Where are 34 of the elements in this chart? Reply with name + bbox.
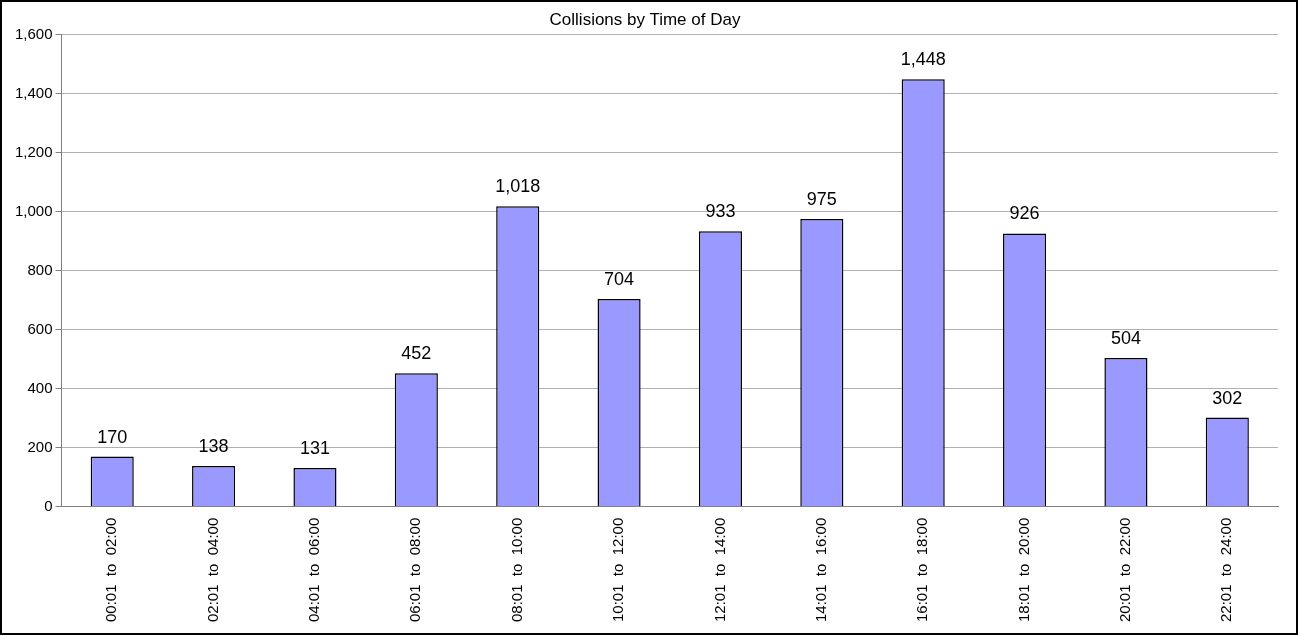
x-tick-label: 00:01 to 02:00 bbox=[102, 517, 120, 623]
y-tick-label: 1,600 bbox=[14, 24, 53, 42]
x-tick-label: 08:01 to 10:00 bbox=[507, 517, 525, 623]
y-tick-label: 0 bbox=[44, 496, 53, 514]
data-label: 1,448 bbox=[900, 49, 946, 70]
data-label: 704 bbox=[604, 268, 635, 289]
data-label: 926 bbox=[1009, 203, 1040, 224]
x-tick-label: 18:01 to 20:00 bbox=[1014, 517, 1032, 623]
x-tick-label: 02:01 to 04:00 bbox=[203, 517, 221, 623]
x-tick-label: 06:01 to 08:00 bbox=[406, 517, 424, 623]
x-tick-label: 14:01 to 16:00 bbox=[811, 517, 829, 623]
data-label: 302 bbox=[1212, 387, 1243, 408]
y-tick-label: 400 bbox=[27, 378, 53, 396]
data-label: 975 bbox=[806, 188, 837, 209]
x-tick-label: 22:01 to 24:00 bbox=[1217, 517, 1235, 623]
data-label: 138 bbox=[198, 435, 229, 456]
data-label: 452 bbox=[401, 343, 432, 364]
y-tick-label: 1,200 bbox=[14, 142, 53, 160]
data-label: 170 bbox=[97, 426, 128, 447]
data-label: 1,018 bbox=[495, 176, 541, 197]
y-tick-label: 1,400 bbox=[14, 83, 53, 101]
data-label: 504 bbox=[1110, 327, 1141, 348]
data-label: 131 bbox=[299, 438, 330, 459]
x-tick-label: 12:01 to 14:00 bbox=[710, 517, 728, 623]
y-tick-label: 600 bbox=[27, 319, 53, 337]
x-tick-label: 16:01 to 18:00 bbox=[913, 517, 931, 623]
x-tick-label: 20:01 to 22:00 bbox=[1116, 517, 1134, 623]
y-tick-label: 800 bbox=[27, 260, 53, 278]
y-tick-label: 1,000 bbox=[14, 201, 53, 219]
x-tick-label: 10:01 to 12:00 bbox=[609, 517, 627, 623]
x-tick-label: 04:01 to 06:00 bbox=[305, 517, 323, 623]
data-label: 933 bbox=[705, 201, 736, 222]
y-tick-label: 200 bbox=[27, 437, 53, 455]
chart-title: Collisions by Time of Day bbox=[549, 9, 741, 29]
